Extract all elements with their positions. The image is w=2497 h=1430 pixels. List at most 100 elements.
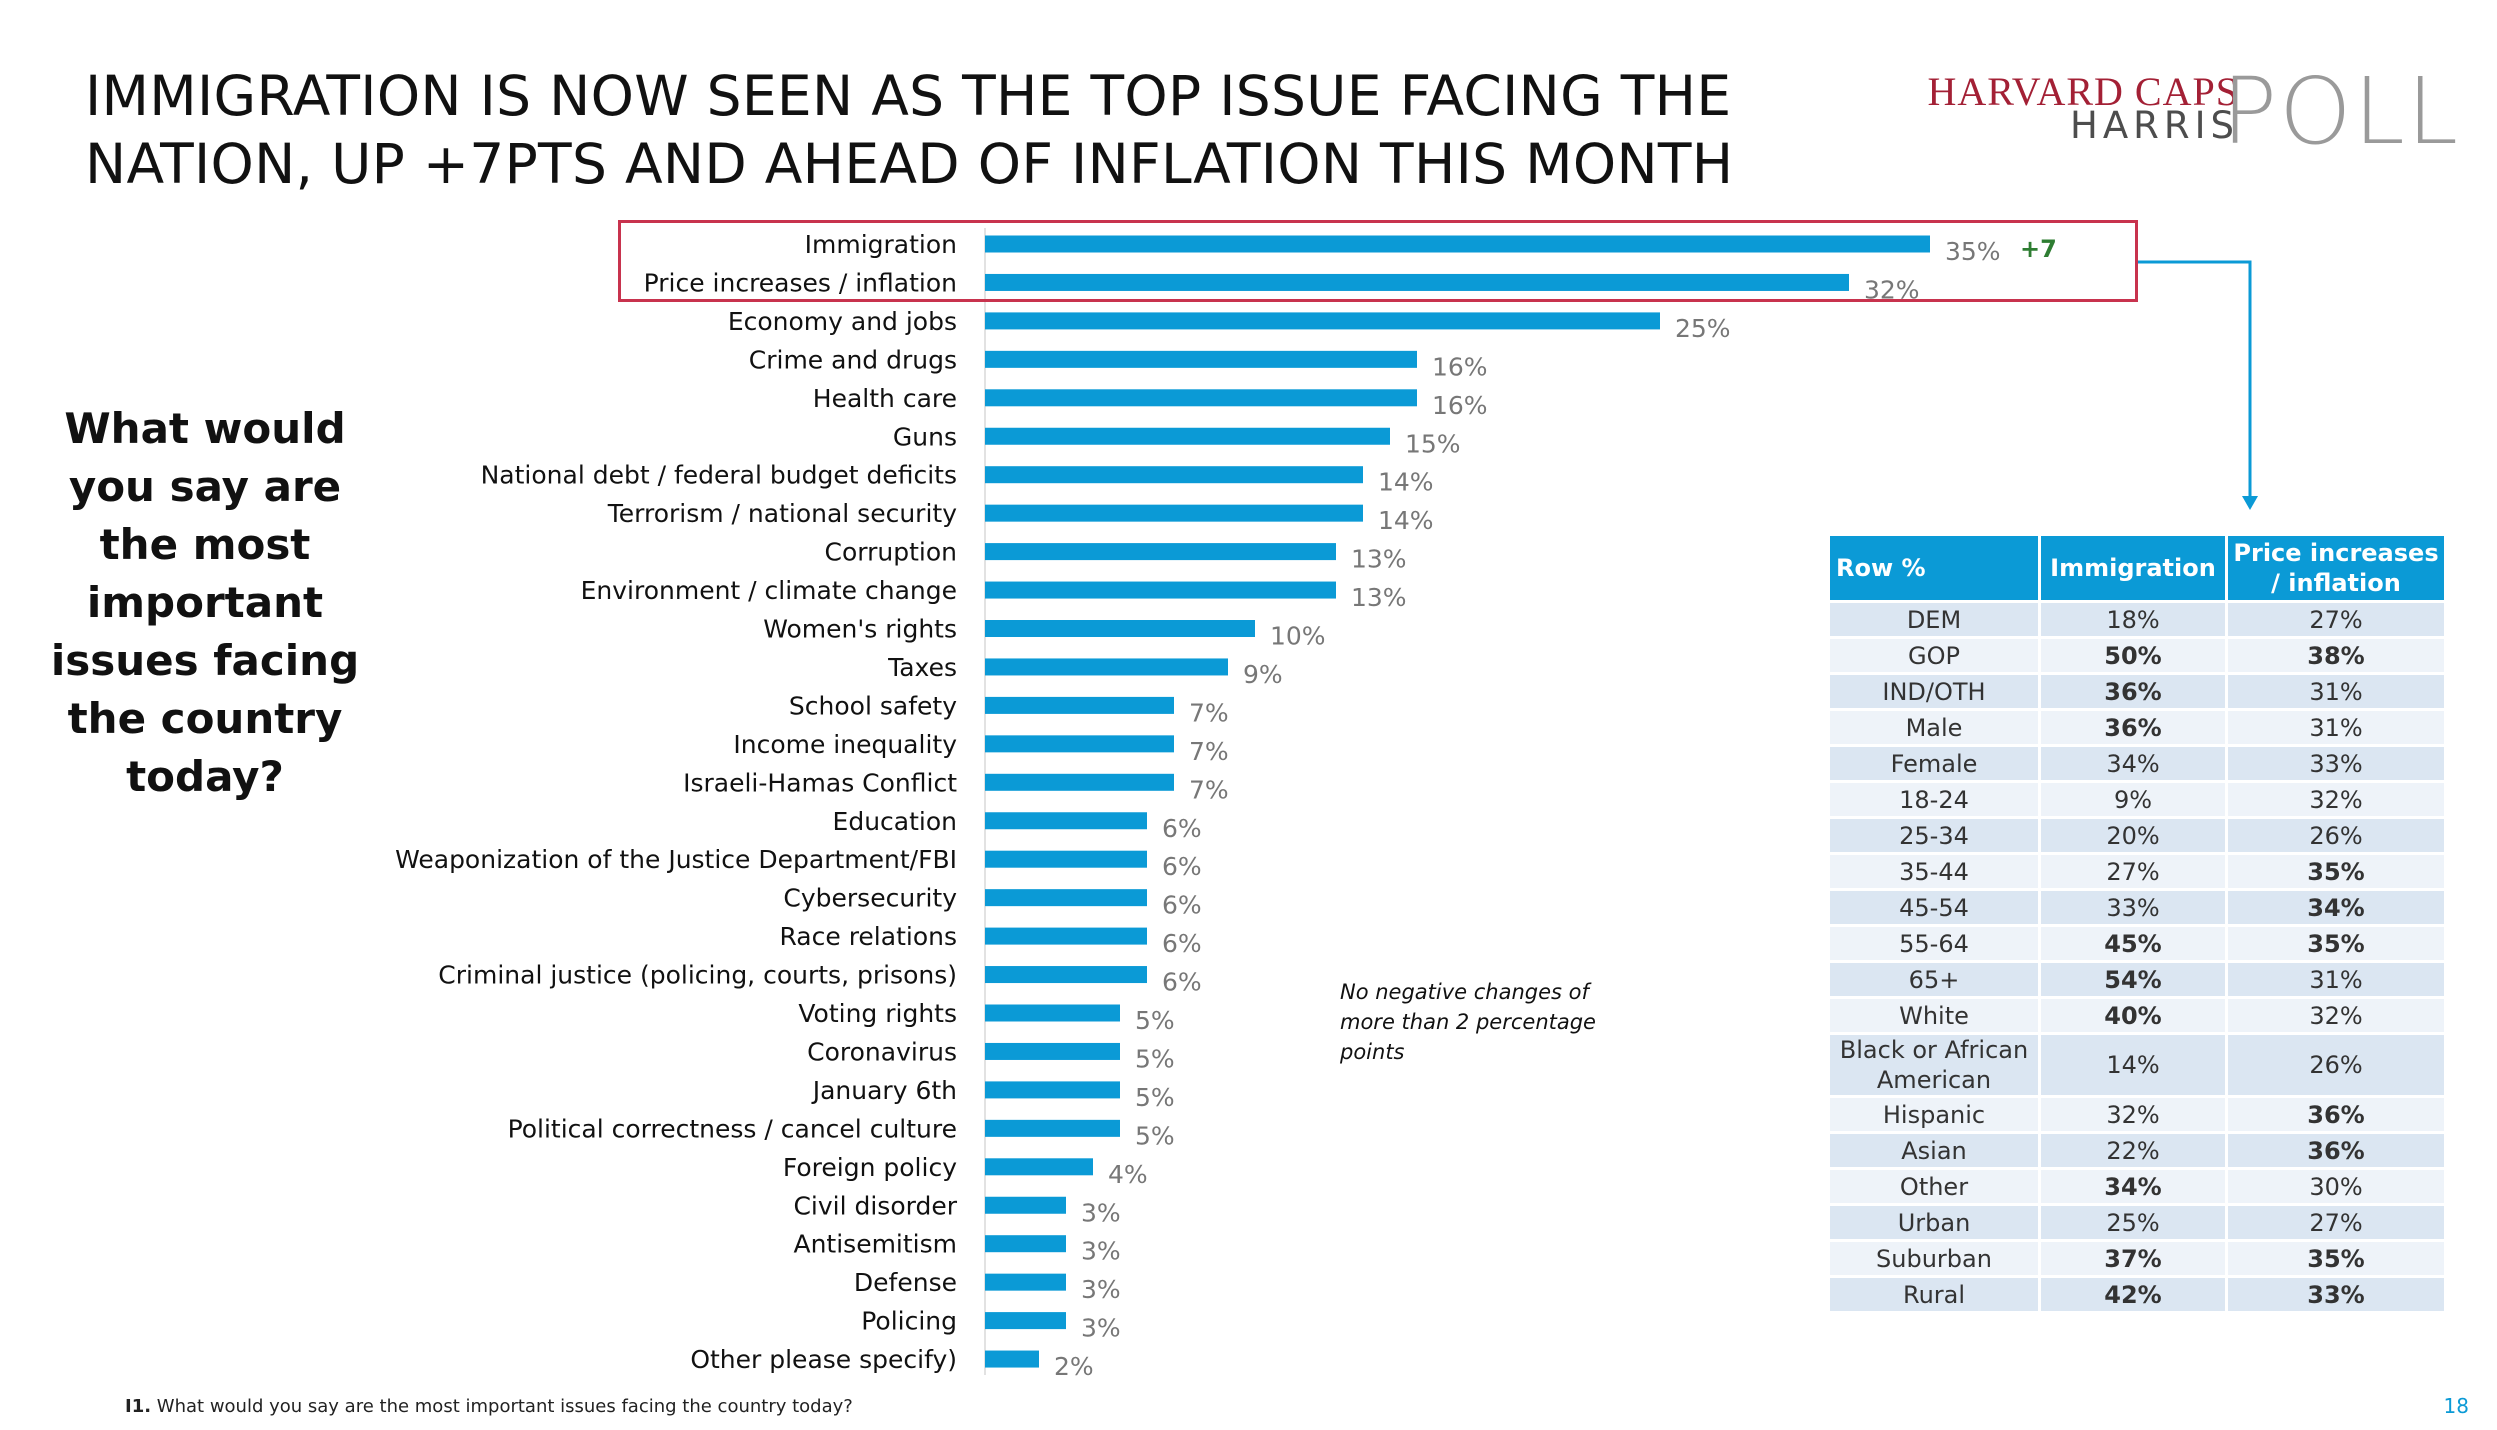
bar [985, 735, 1174, 753]
top-issues-highlight-box [618, 220, 2138, 302]
table-header-row: Row % Immigration Price increases / infl… [1830, 536, 2444, 600]
category-label: School safety [789, 691, 957, 720]
bar [985, 1312, 1066, 1330]
table-cell-inflation: 32% [2228, 783, 2444, 816]
bar [985, 966, 1147, 984]
footnote-text: What would you say are the most importan… [156, 1396, 853, 1417]
table-cell-inflation: 33% [2228, 747, 2444, 780]
table-cell-inflation: 26% [2228, 1035, 2444, 1095]
category-label: Education [833, 807, 957, 836]
table-cell-immigration: 22% [2041, 1134, 2225, 1167]
table-cell-immigration: 36% [2041, 675, 2225, 708]
table-cell-group: 45-54 [1830, 891, 2038, 924]
bar [985, 620, 1255, 637]
category-label: Taxes [887, 653, 957, 682]
bar [985, 350, 1417, 368]
table-cell-immigration: 45% [2041, 927, 2225, 960]
table-cell-immigration: 32% [2041, 1098, 2225, 1131]
data-label: 15% [1405, 429, 1461, 458]
table-cell-immigration: 20% [2041, 819, 2225, 852]
data-label: 16% [1432, 391, 1488, 420]
data-label: 6% [1162, 968, 1202, 997]
bar [985, 773, 1174, 791]
category-label: Political correctness / cancel culture [508, 1114, 957, 1143]
table-row: Asian 22% 36% [1830, 1134, 2444, 1167]
table-cell-immigration: 14% [2041, 1035, 2225, 1095]
data-label: 5% [1135, 1121, 1175, 1150]
category-label: Defense [854, 1268, 957, 1297]
bar [985, 273, 1849, 291]
table-cell-immigration: 18% [2041, 603, 2225, 636]
bar [985, 1196, 1066, 1214]
table-cell-inflation: 35% [2228, 855, 2444, 888]
category-label: Policing [861, 1307, 957, 1336]
data-label: 13% [1351, 583, 1407, 612]
table-cell-immigration: 50% [2041, 639, 2225, 672]
category-label: Health care [813, 384, 957, 413]
table-cell-group: Male [1830, 711, 2038, 744]
footnote-code: I1. [125, 1396, 152, 1417]
table-cell-inflation: 35% [2228, 927, 2444, 960]
table-cell-inflation: 34% [2228, 891, 2444, 924]
table-row: DEM 18% 27% [1830, 603, 2444, 636]
table-cell-inflation: 26% [2228, 819, 2444, 852]
data-label: 14% [1378, 506, 1434, 535]
table-cell-immigration: 40% [2041, 999, 2225, 1032]
data-label: 9% [1243, 660, 1283, 689]
category-label: Criminal justice (policing, courts, pris… [438, 961, 957, 990]
category-label: Weaponization of the Justice Department/… [395, 845, 957, 874]
bar [985, 658, 1228, 676]
data-label: 13% [1351, 545, 1407, 574]
bar [985, 1273, 1066, 1291]
bar [985, 889, 1147, 907]
category-label: Voting rights [798, 999, 957, 1028]
table-row: Urban 25% 27% [1830, 1206, 2444, 1239]
table-cell-immigration: 37% [2041, 1242, 2225, 1275]
table-cell-group: 18-24 [1830, 783, 2038, 816]
table-cell-inflation: 38% [2228, 639, 2444, 672]
table-body: DEM 18% 27% GOP 50% 38% IND/OTH 36% 31% Male 36% 31… [1830, 603, 2444, 1311]
change-note: No negative changes of more than 2 perce… [1340, 980, 1596, 1064]
survey-question: What would you say are the most importan… [50, 404, 360, 801]
table-row: White 40% 32% [1830, 999, 2444, 1032]
category-label: Israeli-Hamas Conflict [683, 768, 957, 797]
table-header-inflation: Price increases / inflation [2228, 536, 2444, 600]
table-cell-group: Rural [1830, 1278, 2038, 1311]
category-label: January 6th [811, 1076, 957, 1105]
footnote: I1. What would you say are the most impo… [125, 1396, 853, 1417]
table-cell-immigration: 33% [2041, 891, 2225, 924]
bar [985, 543, 1336, 561]
data-label: 35% [1945, 237, 2001, 266]
table-cell-immigration: 36% [2041, 711, 2225, 744]
table-row: Hispanic 32% 36% [1830, 1098, 2444, 1131]
data-label: 3% [1081, 1198, 1121, 1227]
table-cell-immigration: 9% [2041, 783, 2225, 816]
bar [985, 927, 1147, 945]
table-row: Male 36% 31% [1830, 711, 2444, 744]
category-label: Coronavirus [807, 1037, 957, 1066]
bar [985, 312, 1660, 330]
category-label: Corruption [825, 538, 957, 567]
category-label: National debt / federal budget deficits [481, 461, 957, 490]
category-label: Crime and drugs [749, 345, 957, 374]
data-label: 5% [1135, 1083, 1175, 1112]
category-label: Price increases / inflation [644, 268, 957, 297]
logo-line-2: HARRIS [2070, 104, 2239, 147]
table-cell-group: IND/OTH [1830, 675, 2038, 708]
table-cell-immigration: 34% [2041, 1170, 2225, 1203]
data-label: 6% [1162, 929, 1202, 958]
data-label: 3% [1081, 1275, 1121, 1304]
table-row: 18-24 9% 32% [1830, 783, 2444, 816]
category-label: Cybersecurity [783, 884, 957, 913]
table-row: Rural 42% 33% [1830, 1278, 2444, 1311]
table-cell-inflation: 33% [2228, 1278, 2444, 1311]
bar [985, 1042, 1120, 1060]
data-label: 5% [1135, 1044, 1175, 1073]
table-header-row-pct: Row % [1830, 536, 2038, 600]
category-label: Foreign policy [783, 1153, 957, 1182]
table-cell-immigration: 25% [2041, 1206, 2225, 1239]
bar [985, 1004, 1120, 1022]
category-label: Environment / climate change [581, 576, 957, 605]
